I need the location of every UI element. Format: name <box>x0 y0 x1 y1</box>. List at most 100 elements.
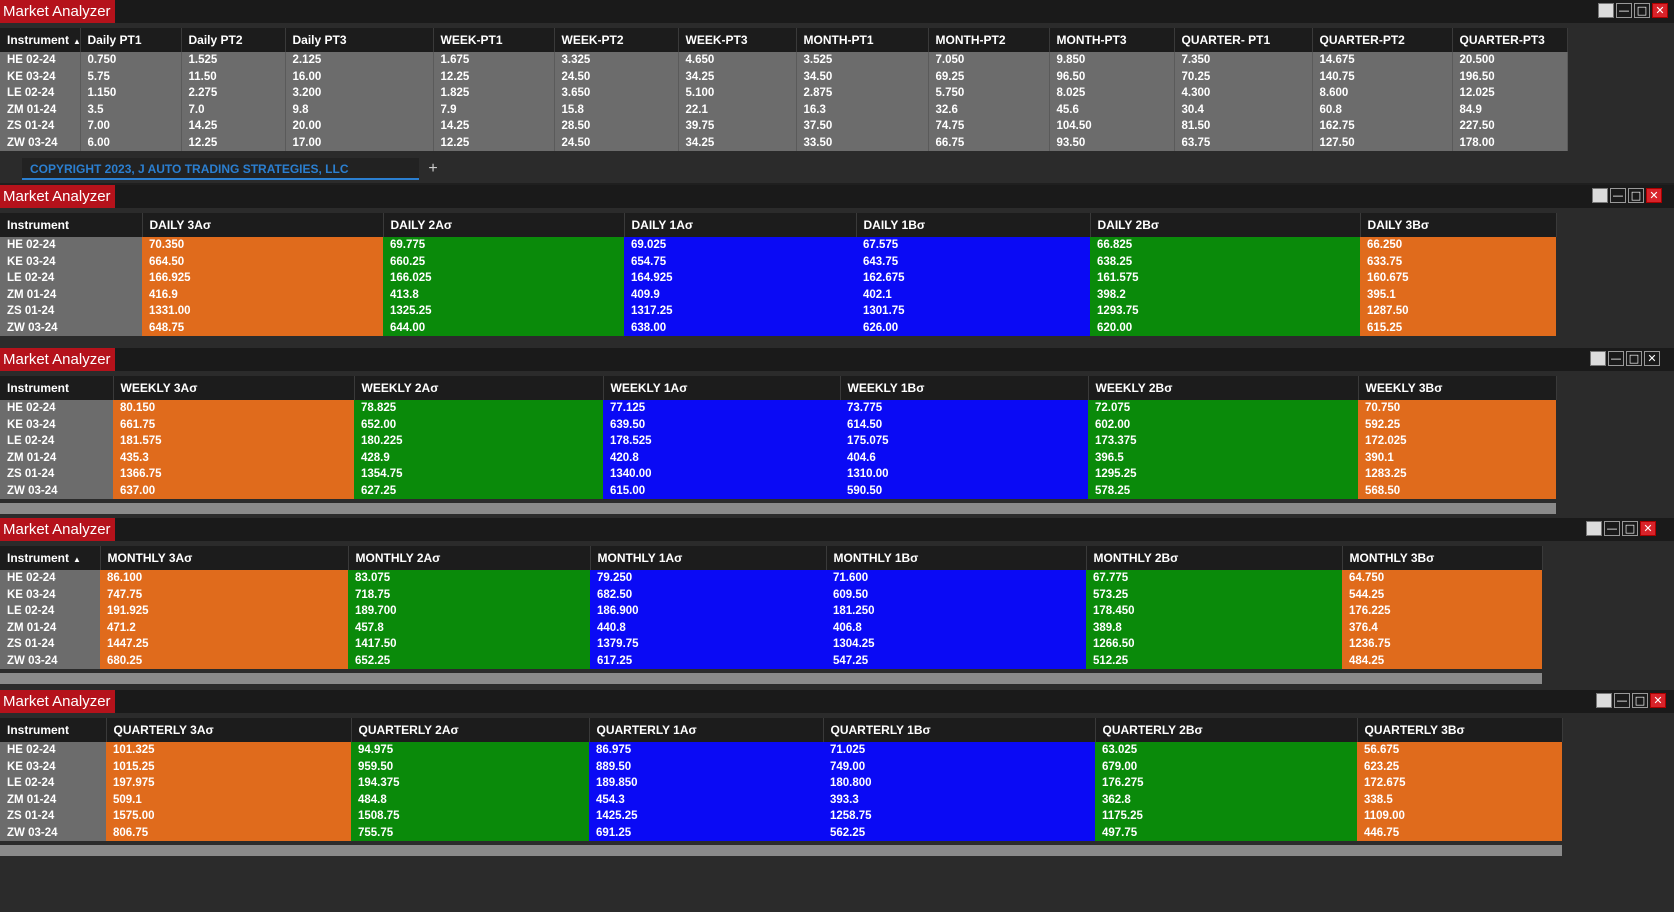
value-cell[interactable]: 24.50 <box>554 134 679 151</box>
value-cell[interactable]: 497.75 <box>1095 824 1357 841</box>
value-cell[interactable]: 1283.25 <box>1358 466 1556 483</box>
instrument-cell[interactable]: LE 02-24 <box>0 775 106 792</box>
value-cell[interactable]: 1508.75 <box>351 808 589 825</box>
value-cell[interactable]: 227.50 <box>1452 118 1568 135</box>
column-header[interactable]: MONTHLY 2Aσ <box>348 546 591 570</box>
value-cell[interactable]: 4.300 <box>1174 85 1313 102</box>
value-cell[interactable]: 16.00 <box>285 68 434 85</box>
value-cell[interactable]: 509.1 <box>106 791 351 808</box>
column-header[interactable]: QUARTERLY 1Aσ <box>589 718 824 742</box>
close-icon[interactable]: ✕ <box>1646 188 1662 203</box>
column-header[interactable]: MONTHLY 3Bσ <box>1342 546 1543 570</box>
value-cell[interactable]: 69.775 <box>383 237 624 254</box>
close-icon[interactable]: ✕ <box>1640 521 1656 536</box>
value-cell[interactable]: 80.150 <box>113 400 354 417</box>
value-cell[interactable]: 180.800 <box>823 775 1095 792</box>
window-restore-icon[interactable] <box>1598 3 1614 18</box>
column-header-instrument[interactable]: Instrument ▲ <box>0 546 101 570</box>
value-cell[interactable]: 20.00 <box>285 118 434 135</box>
value-cell[interactable]: 620.00 <box>1090 319 1360 336</box>
value-cell[interactable]: 661.75 <box>113 416 354 433</box>
value-cell[interactable]: 484.25 <box>1342 652 1542 669</box>
instrument-cell[interactable]: ZW 03-24 <box>0 134 81 151</box>
value-cell[interactable]: 617.25 <box>590 652 826 669</box>
value-cell[interactable]: 416.9 <box>142 286 383 303</box>
table-row[interactable]: ZS 01-24 1366.75 1354.75 1340.00 1310.00 1295… <box>0 466 1556 483</box>
value-cell[interactable]: 680.25 <box>100 652 348 669</box>
value-cell[interactable]: 3.525 <box>796 52 929 69</box>
value-cell[interactable]: 338.5 <box>1357 791 1562 808</box>
value-cell[interactable]: 78.825 <box>354 400 603 417</box>
table-row[interactable]: ZS 01-24 1331.00 1325.25 1317.25 1301.75 1293… <box>0 303 1556 320</box>
instrument-cell[interactable]: ZM 01-24 <box>0 449 113 466</box>
value-cell[interactable]: 127.50 <box>1312 134 1453 151</box>
table-row[interactable]: KE 03-24 661.75 652.00 639.50 614.50 602.00 59… <box>0 416 1556 433</box>
maximize-icon[interactable]: □ <box>1626 351 1642 366</box>
value-cell[interactable]: 362.8 <box>1095 791 1357 808</box>
value-cell[interactable]: 14.675 <box>1312 52 1453 69</box>
value-cell[interactable]: 11.50 <box>181 68 286 85</box>
value-cell[interactable]: 7.050 <box>928 52 1050 69</box>
value-cell[interactable]: 409.9 <box>624 286 856 303</box>
value-cell[interactable]: 60.8 <box>1312 101 1453 118</box>
value-cell[interactable]: 70.350 <box>142 237 383 254</box>
value-cell[interactable]: 1304.25 <box>826 636 1086 653</box>
value-cell[interactable]: 573.25 <box>1086 586 1342 603</box>
value-cell[interactable]: 578.25 <box>1088 482 1358 499</box>
value-cell[interactable]: 17.00 <box>285 134 434 151</box>
value-cell[interactable]: 6.00 <box>80 134 182 151</box>
value-cell[interactable]: 1366.75 <box>113 466 354 483</box>
value-cell[interactable]: 3.650 <box>554 85 679 102</box>
value-cell[interactable]: 1.825 <box>433 85 555 102</box>
maximize-icon[interactable]: □ <box>1622 521 1638 536</box>
instrument-cell[interactable]: ZM 01-24 <box>0 101 81 118</box>
value-cell[interactable]: 7.9 <box>433 101 555 118</box>
instrument-cell[interactable]: KE 03-24 <box>0 586 100 603</box>
minimize-icon[interactable]: — <box>1604 521 1620 536</box>
value-cell[interactable]: 66.75 <box>928 134 1050 151</box>
value-cell[interactable]: 5.75 <box>80 68 182 85</box>
value-cell[interactable]: 402.1 <box>856 286 1090 303</box>
column-header[interactable]: DAILY 1Bσ <box>856 213 1091 237</box>
value-cell[interactable]: 615.00 <box>603 482 840 499</box>
column-header[interactable]: DAILY 3Bσ <box>1360 213 1557 237</box>
value-cell[interactable]: 86.975 <box>589 742 823 759</box>
column-header[interactable]: MONTHLY 1Aσ <box>590 546 827 570</box>
value-cell[interactable]: 12.25 <box>433 134 555 151</box>
value-cell[interactable]: 178.525 <box>603 433 840 450</box>
value-cell[interactable]: 176.275 <box>1095 775 1357 792</box>
value-cell[interactable]: 12.25 <box>433 68 555 85</box>
value-cell[interactable]: 14.25 <box>433 118 555 135</box>
table-row[interactable]: ZW 03-24 637.00 627.25 615.00 590.50 578.25 56… <box>0 482 1556 499</box>
value-cell[interactable]: 28.50 <box>554 118 679 135</box>
table-row[interactable]: ZW 03-24 648.75 644.00 638.00 626.00 620.00 61… <box>0 319 1556 336</box>
table-row[interactable]: KE 03-24 664.50 660.25 654.75 643.75 638.25 63… <box>0 253 1556 270</box>
value-cell[interactable]: 69.025 <box>624 237 856 254</box>
value-cell[interactable]: 644.00 <box>383 319 624 336</box>
value-cell[interactable]: 639.50 <box>603 416 840 433</box>
column-header[interactable]: Daily PT3 <box>285 28 434 52</box>
table-row[interactable]: LE 02-24 166.925 166.025 164.925 162.675 161.… <box>0 270 1556 287</box>
window-restore-icon[interactable] <box>1596 693 1612 708</box>
instrument-cell[interactable]: ZS 01-24 <box>0 808 106 825</box>
value-cell[interactable]: 140.75 <box>1312 68 1453 85</box>
value-cell[interactable]: 16.3 <box>796 101 929 118</box>
value-cell[interactable]: 66.250 <box>1360 237 1556 254</box>
value-cell[interactable]: 413.8 <box>383 286 624 303</box>
value-cell[interactable]: 652.00 <box>354 416 603 433</box>
value-cell[interactable]: 889.50 <box>589 758 823 775</box>
sort-asc-icon[interactable]: ▲ <box>73 555 81 564</box>
value-cell[interactable]: 806.75 <box>106 824 351 841</box>
instrument-cell[interactable]: KE 03-24 <box>0 253 142 270</box>
column-header[interactable]: WEEKLY 3Aσ <box>113 376 355 400</box>
column-header-instrument[interactable]: Instrument <box>0 213 143 237</box>
value-cell[interactable]: 22.1 <box>678 101 797 118</box>
value-cell[interactable]: 654.75 <box>624 253 856 270</box>
value-cell[interactable]: 0.750 <box>80 52 182 69</box>
value-cell[interactable]: 166.025 <box>383 270 624 287</box>
close-icon[interactable]: ✕ <box>1650 693 1666 708</box>
column-header[interactable]: Daily PT2 <box>181 28 286 52</box>
value-cell[interactable]: 178.00 <box>1452 134 1568 151</box>
value-cell[interactable]: 428.9 <box>354 449 603 466</box>
value-cell[interactable]: 14.25 <box>181 118 286 135</box>
